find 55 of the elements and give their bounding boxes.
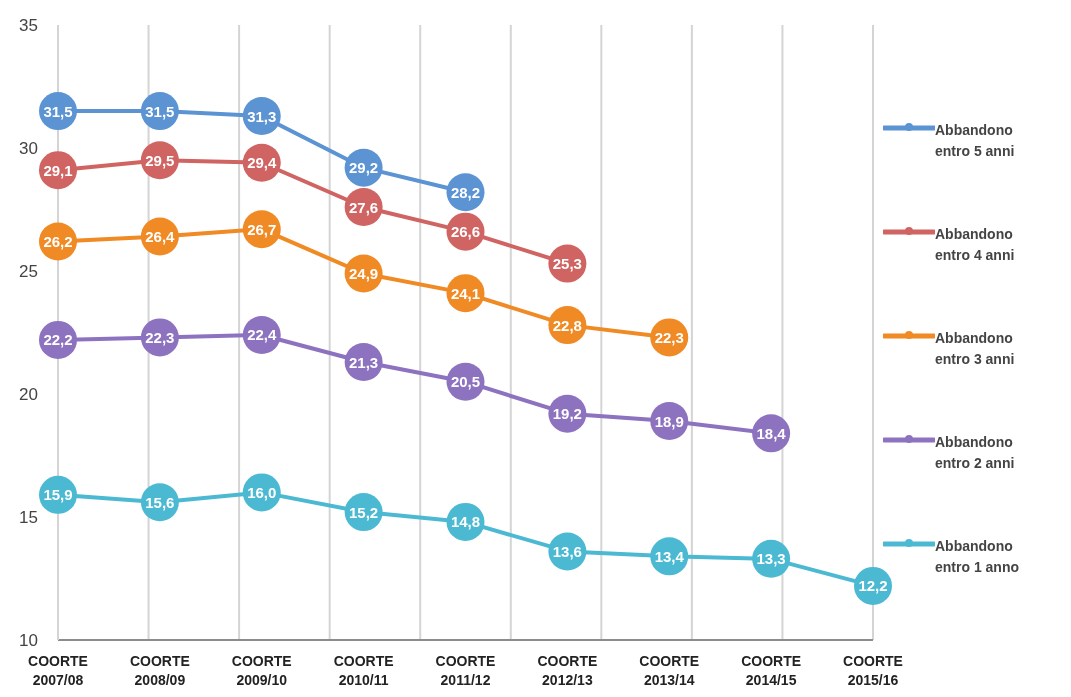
data-label: 31,5 xyxy=(43,102,73,120)
data-label: 13,6 xyxy=(552,542,582,560)
data-label: 27,6 xyxy=(349,198,379,216)
data-label: 21,3 xyxy=(349,353,379,371)
data-label: 18,9 xyxy=(654,412,684,430)
data-label: 19,2 xyxy=(552,405,582,423)
data-label: 29,4 xyxy=(247,154,277,172)
data-label: 25,3 xyxy=(552,255,582,273)
x-tick-label: COORTE 2012/13 xyxy=(537,653,598,688)
data-label: 22,3 xyxy=(145,328,175,346)
data-label: 24,9 xyxy=(349,264,379,282)
legend-label: Abbandono entro 3 anni xyxy=(935,328,1016,369)
y-tick-label: 35 xyxy=(19,16,38,36)
x-tick-label: COORTE 2007/08 xyxy=(28,653,88,688)
data-label: 29,2 xyxy=(349,159,379,177)
y-tick-label: 25 xyxy=(19,262,38,282)
data-label: 13,3 xyxy=(756,550,786,568)
data-label: 22,2 xyxy=(43,331,73,349)
data-label: 22,3 xyxy=(654,328,684,346)
legend-label: Abbandono entro 5 anni xyxy=(935,120,1016,161)
data-label: 22,8 xyxy=(552,316,582,334)
data-label: 24,1 xyxy=(450,284,481,302)
data-label: 28,2 xyxy=(450,183,481,201)
data-label: 12,2 xyxy=(858,577,888,595)
data-label: 18,4 xyxy=(756,424,787,442)
x-tick-label: COORTE 2010/11 xyxy=(333,653,394,688)
legend-label: Abbandono entro 1 anno xyxy=(935,536,1020,577)
data-label: 20,5 xyxy=(450,373,481,391)
y-tick-label: 15 xyxy=(19,508,38,528)
data-label: 15,2 xyxy=(349,503,379,521)
legend-label: Abbandono entro 2 anni xyxy=(935,432,1016,473)
data-label: 15,9 xyxy=(43,486,73,504)
y-tick-label: 20 xyxy=(19,385,38,405)
data-label: 15,6 xyxy=(145,493,175,511)
y-tick-label: 30 xyxy=(19,139,38,159)
x-tick-label: COORTE 2008/09 xyxy=(129,653,190,688)
data-label: 22,4 xyxy=(247,326,277,344)
x-tick-label: COORTE 2014/15 xyxy=(741,653,802,688)
legend-label: Abbandono entro 4 anni xyxy=(935,224,1016,265)
data-label: 26,7 xyxy=(247,220,277,238)
data-label: 29,1 xyxy=(43,161,73,179)
y-tick-label: 10 xyxy=(19,631,38,651)
data-label: 26,4 xyxy=(145,228,176,246)
data-label: 14,8 xyxy=(450,513,481,531)
x-tick-label: COORTE 2009/10 xyxy=(231,653,292,688)
x-tick-label: COORTE 2013/14 xyxy=(639,653,700,688)
x-tick-label: COORTE 2015/16 xyxy=(843,653,903,688)
x-tick-label: COORTE 2011/12 xyxy=(435,653,496,688)
data-label: 31,3 xyxy=(247,107,277,125)
data-label: 26,6 xyxy=(450,223,481,241)
data-label: 31,5 xyxy=(145,102,175,120)
data-label: 16,0 xyxy=(247,483,277,501)
data-label: 26,2 xyxy=(43,232,73,250)
data-label: 13,4 xyxy=(654,547,685,565)
data-label: 29,5 xyxy=(145,151,175,169)
